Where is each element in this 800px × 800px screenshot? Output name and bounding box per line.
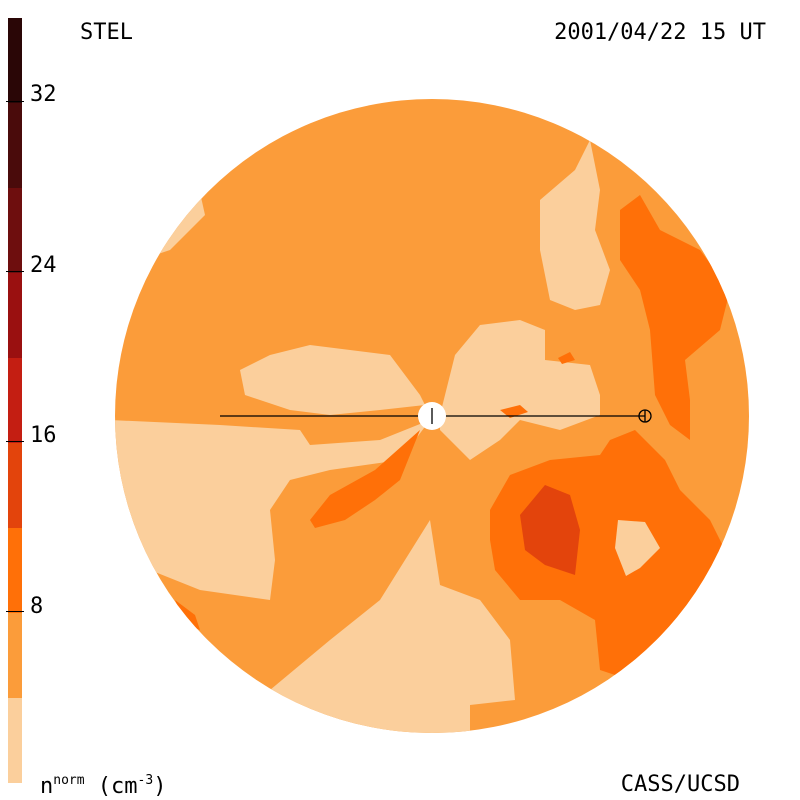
timestamp-label: 2001/04/22 15 UT: [554, 20, 766, 45]
unit-superscript: norm: [53, 773, 85, 788]
unit-close: ): [153, 774, 167, 799]
low-density-region: [440, 320, 600, 460]
unit-label: nnorm (cm-3): [40, 774, 166, 798]
low-density-region: [240, 345, 425, 415]
low-density-region: [615, 520, 660, 576]
unit-exponent: -3: [137, 773, 154, 788]
colorbar-segment: [8, 528, 22, 613]
medium-density-region: [500, 405, 528, 418]
low-density-region: [115, 420, 430, 600]
colorbar-tick-label-8: 8: [30, 594, 44, 619]
colorbar-tick-mark: [6, 441, 24, 442]
high-density-region: [520, 485, 580, 575]
medium-density-region: [558, 352, 575, 364]
medium-density-region: [620, 195, 730, 440]
unit-base: n: [40, 774, 54, 799]
colorbar-tick-mark: [6, 101, 24, 102]
colorbar-segment: [8, 273, 22, 358]
colorbar-segment: [8, 358, 22, 443]
medium-density-region: [175, 600, 200, 630]
colorbar-tick-label-24: 24: [30, 253, 57, 278]
medium-density-region: [310, 430, 420, 528]
colorbar-tick-label-32: 32: [30, 82, 57, 107]
colorbar-segment: [8, 18, 22, 103]
colorbar: [8, 18, 22, 783]
colorbar-tick-mark: [6, 271, 24, 272]
colorbar-segment: [8, 443, 22, 528]
colorbar-segment: [8, 698, 22, 783]
unit-text: (cm: [84, 774, 138, 799]
low-density-region: [540, 140, 610, 310]
colorbar-segment: [8, 103, 22, 188]
low-density-region: [270, 520, 515, 733]
colorbar-tick-mark: [6, 611, 24, 612]
credit-label: CASS/UCSD: [620, 772, 740, 797]
colorbar-segment: [8, 613, 22, 698]
instrument-label: STEL: [80, 20, 133, 45]
colorbar-segment: [8, 188, 22, 273]
colorbar-tick-label-16: 16: [30, 423, 57, 448]
